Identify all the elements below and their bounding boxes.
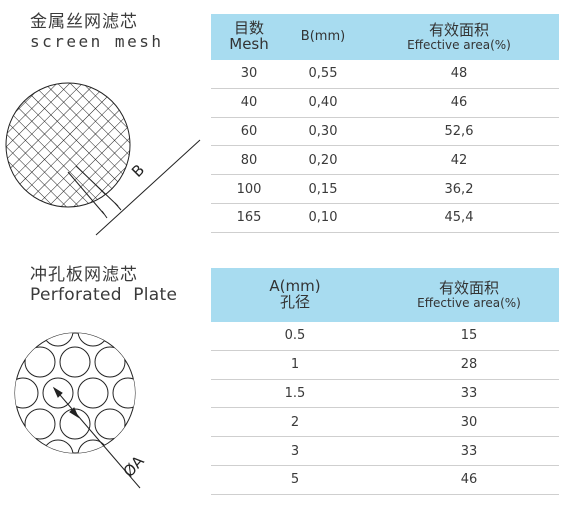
table-row: 1.5 33	[211, 379, 559, 409]
table-row: 2 30	[211, 407, 559, 438]
table-header: A(mm) 孔径 有效面积 Effective area(%)	[211, 268, 559, 322]
dimension-a-line	[52, 386, 141, 489]
dimension-a-label: ØA	[120, 452, 149, 481]
perforated-plate-title: 冲孔板网滤芯 Perforated Plate	[30, 267, 177, 304]
header-b: B(mm)	[287, 14, 359, 60]
screen-mesh-title: 金属丝网滤芯 screen mesh	[30, 14, 163, 50]
mesh-disc	[5, 82, 131, 208]
dimension-b-label: B	[128, 161, 148, 181]
table-row: 60 0,30 52,6	[211, 117, 559, 147]
perforated-plate-title-en: Perforated Plate	[30, 285, 178, 305]
table-row: 80 0,20 42	[211, 145, 559, 176]
header-hole-diameter: A(mm) 孔径	[211, 268, 379, 322]
header-mesh: 目数 Mesh	[211, 14, 287, 60]
perforated-plate-title-zh: 冲孔板网滤芯	[30, 265, 138, 285]
table-row: 5 46	[211, 465, 559, 495]
table-row: 3 33	[211, 436, 559, 466]
screen-mesh-title-zh: 金属丝网滤芯	[30, 12, 138, 32]
table-header: 目数 Mesh B(mm) 有效面积 Effective area(%)	[211, 14, 559, 60]
plate-disc	[14, 332, 136, 454]
table-row: 100 0,15 36,2	[211, 174, 559, 204]
table-row: 30 0,55 48	[211, 60, 559, 89]
perforated-plate-diagram: ØA	[14, 332, 149, 489]
table-row: 165 0,10 45,4	[211, 203, 559, 233]
table-row: 1 28	[211, 350, 559, 380]
dimension-b-lines	[67, 139, 201, 236]
table-row: 0.5 15	[211, 322, 559, 351]
header-effective-area: 有效面积 Effective area(%)	[359, 14, 559, 60]
header-effective-area: 有效面积 Effective area(%)	[379, 268, 559, 322]
screen-mesh-diagram: B	[5, 82, 201, 236]
screen-mesh-table: 目数 Mesh B(mm) 有效面积 Effective area(%) 30 0…	[211, 14, 559, 233]
table-row: 40 0,40 46	[211, 88, 559, 118]
screen-mesh-title-en: screen mesh	[30, 32, 164, 51]
